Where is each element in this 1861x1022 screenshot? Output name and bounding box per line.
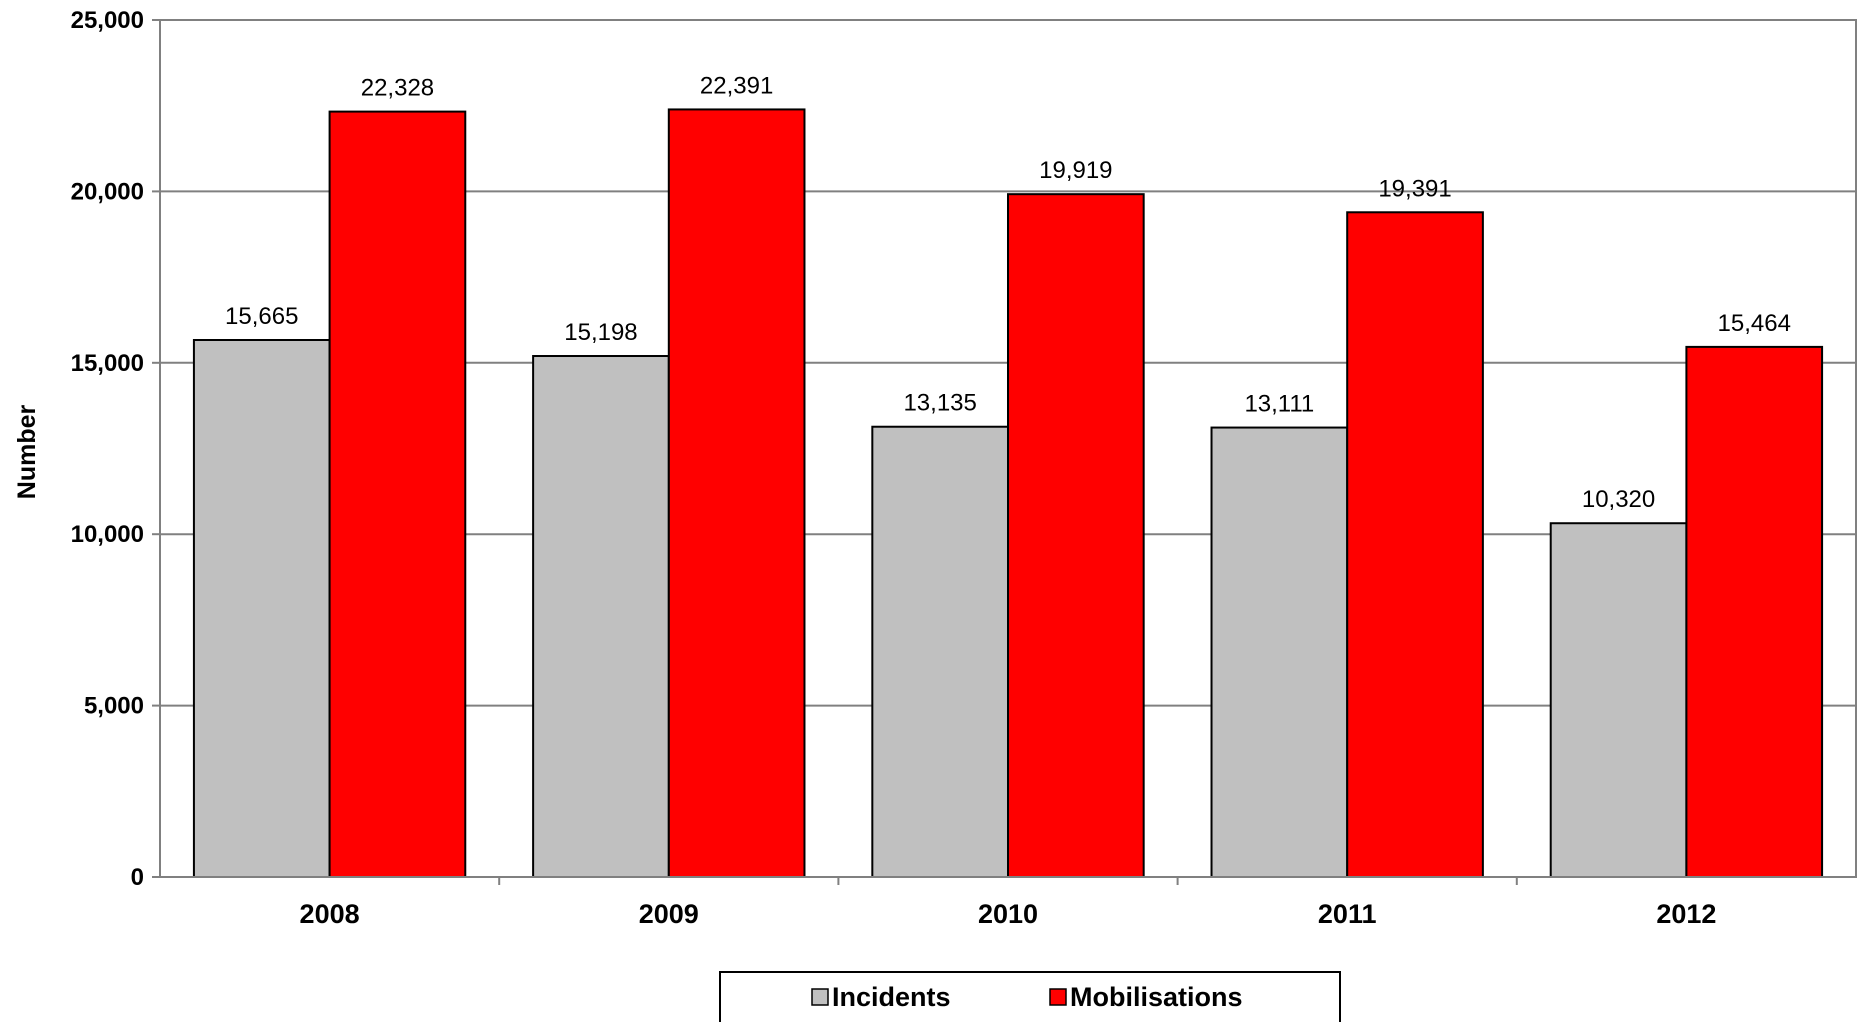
data-label: 19,919 [1039,157,1112,184]
x-tick-label: 2010 [978,899,1038,929]
data-label: 22,328 [361,75,434,102]
legend-swatch-incidents [811,988,829,1006]
bar-mobilisations-2011 [1346,211,1484,878]
x-tick-label: 2011 [1318,899,1377,929]
bar-incidents-2009 [532,355,670,878]
data-label: 15,464 [1718,310,1791,337]
bar-incidents-2012 [1549,522,1688,878]
bar-incidents-2008 [192,339,331,879]
y-tick-label: 15,000 [71,350,144,377]
legend-label-incidents: Incidents [832,982,951,1012]
data-label: 13,135 [903,390,976,417]
bar-incidents-2011 [1210,426,1349,878]
y-tick-label: 10,000 [71,521,144,548]
bar-incidents-2010 [871,425,1009,878]
x-tick-label: 2008 [300,899,360,929]
y-tick-label: 25,000 [71,7,144,34]
y-tick-label: 20,000 [71,178,144,205]
axes: 0 5,000 10,000 15,000 20,000 25,000 2008 2009 20… [71,7,1856,929]
data-labels: 15,665 22,328 15,198 22,391 13,135 19,919 13,1… [225,72,1791,513]
data-label: 15,665 [225,303,298,330]
y-tick-label: 5,000 [84,693,144,720]
bars [192,108,1824,879]
data-label: 19,391 [1378,175,1451,202]
data-label: 15,198 [564,319,637,346]
bar-mobilisations-2010 [1007,193,1145,878]
data-label: 22,391 [700,72,773,99]
legend: Incidents Mobilisations [719,971,1341,1022]
bar-mobilisations-2008 [328,110,467,879]
x-tick-label: 2009 [639,899,699,929]
y-tick-label: 0 [131,864,144,891]
legend-label-mobilisations: Mobilisations [1070,982,1243,1012]
bar-mobilisations-2012 [1685,345,1824,878]
data-label: 13,111 [1244,391,1314,418]
legend-swatch-mobilisations [1049,988,1067,1006]
y-axis-label: Number [13,405,41,500]
data-label: 10,320 [1582,486,1655,513]
x-tick-label: 2012 [1656,899,1716,929]
bar-mobilisations-2009 [667,108,806,878]
